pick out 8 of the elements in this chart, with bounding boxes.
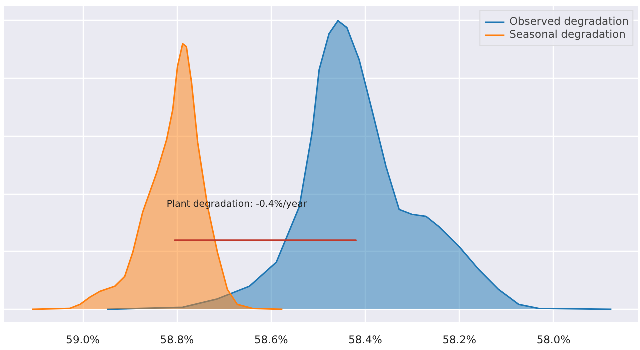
legend-label: Seasonal degradation <box>510 28 626 41</box>
x-tick-label: 58.4% <box>348 334 382 346</box>
x-tick-label: 58.2% <box>442 334 477 346</box>
x-tick-label: 58.8% <box>160 334 194 346</box>
x-tick-label: 58.0% <box>536 334 571 346</box>
x-tick-label: 58.6% <box>254 334 288 346</box>
legend-label: Observed degradation <box>510 15 629 28</box>
x-tick-label: 59.0% <box>66 334 100 346</box>
